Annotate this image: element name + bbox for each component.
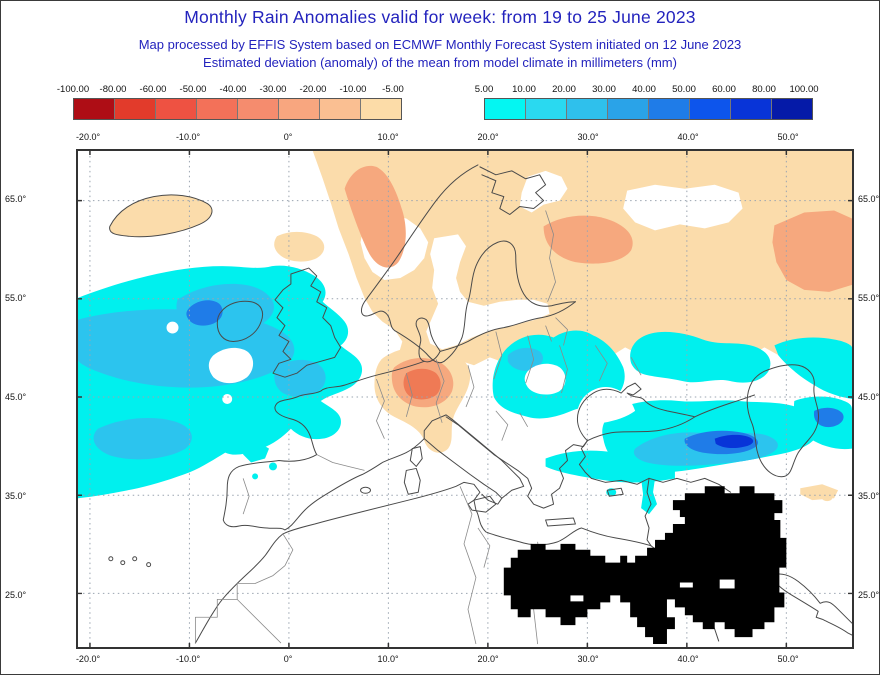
page-title: Monthly Rain Anomalies valid for week: f… xyxy=(184,7,696,27)
lat-tick-right: 25.0° xyxy=(858,590,880,600)
lon-tick-bottom: 20.0° xyxy=(477,654,499,664)
legend-neg-label: -80.00 xyxy=(99,84,127,95)
lat-tick-right: 55.0° xyxy=(858,293,880,303)
lon-tick-top: 20.0° xyxy=(477,132,499,142)
legend-swatch xyxy=(567,99,608,119)
lon-tick-top: -10.0° xyxy=(175,132,201,142)
legend-neg-label: -40.00 xyxy=(219,84,247,95)
lon-tick-bottom: 40.0° xyxy=(677,654,699,664)
lon-tick-bottom: -20.0° xyxy=(75,654,101,664)
lat-tick-left: 35.0° xyxy=(5,491,27,501)
legend-neg-label: -20.00 xyxy=(299,84,327,95)
legend-pos-label: 40.00 xyxy=(632,84,656,95)
lon-tick-bottom: 50.0° xyxy=(777,654,799,664)
legend-neg-label: -10.00 xyxy=(339,84,367,95)
legend-pos-label: 20.00 xyxy=(552,84,576,95)
deep-blue-level4-patch xyxy=(714,434,754,449)
subtitle-units: Estimated deviation (anomaly) of the mea… xyxy=(203,55,677,70)
lon-tick-top: -20.0° xyxy=(75,132,101,142)
lat-tick-left: 65.0° xyxy=(5,194,27,204)
lon-tick-bottom: -10.0° xyxy=(175,654,201,664)
map-canvas xyxy=(78,151,852,647)
legend-swatch xyxy=(279,99,320,119)
lon-tick-bottom: 30.0° xyxy=(577,654,599,664)
legend-pos-label: 60.00 xyxy=(712,84,736,95)
legend-swatch xyxy=(156,99,197,119)
legend-swatch xyxy=(115,99,156,119)
lon-tick-top: 0° xyxy=(283,132,293,142)
lat-tick-right: 65.0° xyxy=(858,194,880,204)
no-data-region xyxy=(503,486,787,645)
blacksea-positive-anomaly xyxy=(492,330,852,515)
europe-anomaly-map xyxy=(76,149,854,649)
legend-neg-label: -30.00 xyxy=(259,84,287,95)
lat-tick-right: 45.0° xyxy=(858,392,880,402)
legend-swatch xyxy=(731,99,772,119)
legend-swatch xyxy=(608,99,649,119)
lon-tick-bottom: 10.0° xyxy=(377,654,399,664)
legend-swatch xyxy=(485,99,526,119)
coastlines xyxy=(108,164,852,644)
legend-pos-label: 10.00 xyxy=(512,84,536,95)
lon-tick-top: 10.0° xyxy=(377,132,399,142)
legend-swatch xyxy=(690,99,731,119)
legend-swatch xyxy=(74,99,115,119)
cyan-field-holes xyxy=(166,321,636,424)
lon-tick-bottom: 0° xyxy=(283,654,293,664)
no-data-holes xyxy=(570,517,735,602)
legend-pos-label: 50.00 xyxy=(672,84,696,95)
legend-positive-colorbar xyxy=(484,98,813,120)
deep-orange-alps-core xyxy=(403,368,441,400)
legend-swatch xyxy=(649,99,690,119)
lat-tick-left: 55.0° xyxy=(5,293,27,303)
legend-swatch xyxy=(526,99,567,119)
legend-swatch xyxy=(238,99,279,119)
legend-negative-colorbar xyxy=(73,98,402,120)
legend-neg-label: -5.00 xyxy=(382,84,404,95)
legend-swatch xyxy=(320,99,361,119)
legend-pos-label: 80.00 xyxy=(752,84,776,95)
lat-tick-right: 35.0° xyxy=(858,491,880,501)
lon-tick-top: 40.0° xyxy=(677,132,699,142)
legend-neg-label: -50.00 xyxy=(179,84,207,95)
lon-tick-top: 30.0° xyxy=(577,132,599,142)
subtitle-processing: Map processed by EFFIS System based on E… xyxy=(138,37,742,52)
lat-tick-left: 25.0° xyxy=(5,590,27,600)
legend-neg-label: -100.00 xyxy=(56,84,90,95)
legend-pos-label: 5.00 xyxy=(474,84,494,95)
legend-pos-label: 30.00 xyxy=(592,84,616,95)
legend-swatch xyxy=(197,99,238,119)
frame-ticks xyxy=(78,151,852,647)
legend-swatch xyxy=(361,99,401,119)
legend-neg-label: -60.00 xyxy=(139,84,167,95)
lon-tick-top: 50.0° xyxy=(777,132,799,142)
legend-swatch xyxy=(772,99,812,119)
lat-tick-left: 45.0° xyxy=(5,392,27,402)
legend-pos-label: 100.00 xyxy=(789,84,819,95)
